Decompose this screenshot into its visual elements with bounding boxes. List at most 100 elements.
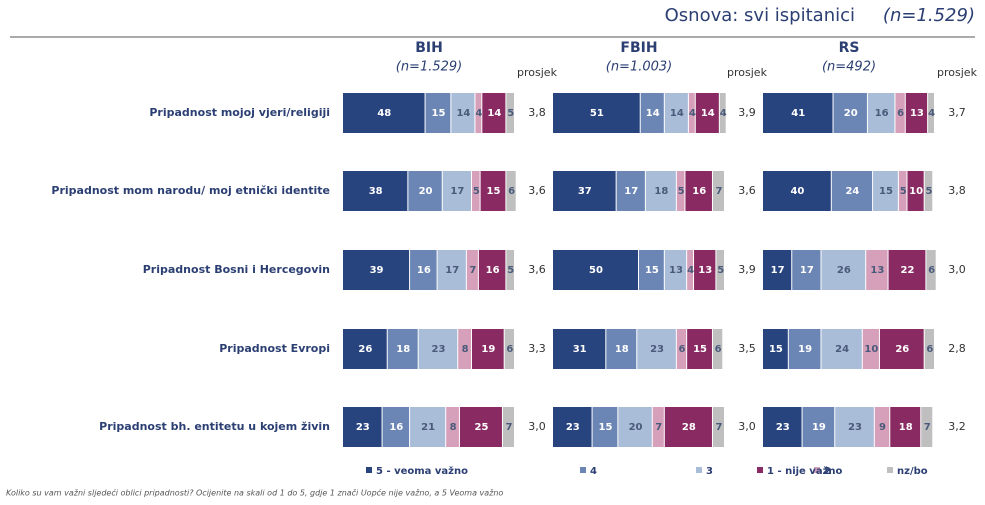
segment-label: 15 (693, 344, 707, 355)
bar-segment (645, 171, 676, 211)
bar-segment (458, 329, 471, 369)
segment-label: 26 (895, 344, 909, 355)
bar-segment (482, 93, 506, 133)
bar-segment (502, 407, 514, 447)
segment-label: 7 (655, 422, 662, 433)
bar-segment (606, 329, 637, 369)
basis-n: (n=1.529) (883, 5, 975, 26)
average-value: 3,6 (528, 184, 546, 197)
segment-label: 15 (879, 186, 893, 197)
segment-label: 10 (909, 186, 923, 197)
segment-label: 31 (573, 344, 587, 355)
segment-label: 19 (798, 344, 812, 355)
bar-segment (687, 250, 694, 290)
segment-label: 18 (396, 344, 410, 355)
segment-label: 14 (701, 108, 715, 119)
category-label: Pripadnost bh. entitetu u kojem živin (99, 420, 330, 433)
panel-title: BIH (415, 40, 443, 56)
segment-label: 14 (646, 108, 660, 119)
bar-segment (763, 171, 831, 211)
legend-swatch (580, 467, 586, 473)
segment-label: 48 (377, 108, 391, 119)
segment-label: 15 (645, 265, 659, 276)
bar-segment (712, 171, 724, 211)
segment-label: 50 (589, 265, 603, 276)
bar-segment (451, 93, 475, 133)
bar-segment (475, 93, 482, 133)
bar-segment (618, 407, 652, 447)
bar-segment (466, 250, 478, 290)
average-header: prosjek (727, 66, 768, 79)
bar-segment (652, 407, 664, 447)
average-value: 3,3 (528, 342, 546, 355)
segment-label: 6 (679, 344, 686, 355)
segment-label: 16 (875, 108, 889, 119)
bar-segment (553, 171, 616, 211)
segment-label: 24 (835, 344, 849, 355)
bar-segment (504, 329, 514, 369)
segment-label: 5 (507, 265, 514, 276)
segment-label: 6 (928, 265, 935, 276)
segment-label: 23 (431, 344, 445, 355)
segment-label: 39 (370, 265, 384, 276)
bar-segment (763, 93, 833, 133)
bar-segment (924, 329, 934, 369)
average-value: 3,9 (738, 263, 756, 276)
segment-label: 23 (566, 422, 580, 433)
bar-segment (694, 250, 716, 290)
bar-segment (343, 407, 382, 447)
bar-segment (480, 171, 506, 211)
bar-segment (821, 250, 866, 290)
average-value: 2,8 (948, 342, 966, 355)
panel-title: RS (839, 40, 860, 56)
segment-label: 18 (615, 344, 629, 355)
legend-swatch (696, 467, 702, 473)
segment-label: 13 (910, 108, 924, 119)
segment-label: 5 (507, 108, 514, 119)
average-value: 3,6 (528, 263, 546, 276)
segment-label: 28 (682, 422, 696, 433)
segment-label: 10 (864, 344, 878, 355)
segment-label: 5 (717, 265, 724, 276)
segment-label: 6 (715, 344, 722, 355)
bar-segment (862, 329, 879, 369)
bar-segment (553, 407, 592, 447)
bar-segment (879, 329, 924, 369)
bar-segment (835, 407, 874, 447)
segment-label: 7 (505, 422, 512, 433)
legend-label: nz/bo (897, 466, 928, 477)
bar-segment (898, 171, 907, 211)
segment-label: 15 (598, 422, 612, 433)
segment-label: 17 (771, 265, 785, 276)
segment-label: 4 (687, 265, 694, 276)
panel-subtitle: (n=492) (822, 60, 876, 75)
category-label: Pripadnost Evropi (219, 342, 330, 355)
average-header: prosjek (517, 66, 558, 79)
average-value: 3,0 (948, 263, 966, 276)
segment-label: 18 (899, 422, 913, 433)
average-value: 3,2 (948, 420, 966, 433)
segment-label: 15 (769, 344, 783, 355)
segment-label: 15 (487, 186, 501, 197)
segment-label: 4 (689, 108, 696, 119)
bar-segment (712, 407, 724, 447)
segment-label: 4 (475, 108, 482, 119)
segment-label: 26 (837, 265, 851, 276)
bar-segment (695, 93, 719, 133)
segment-label: 4 (720, 108, 727, 119)
bar-segment (446, 407, 459, 447)
bar-segment (592, 407, 618, 447)
basis: Osnova: svi ispitanici (665, 5, 855, 26)
segment-label: 23 (776, 422, 790, 433)
segment-label: 13 (870, 265, 884, 276)
bar-segment (472, 329, 504, 369)
bar-segment (873, 171, 898, 211)
bar-segment (506, 93, 514, 133)
bar-segment (410, 407, 446, 447)
segment-label: 7 (924, 422, 931, 433)
bar-segment (905, 93, 928, 133)
bar-segment (688, 93, 695, 133)
segment-label: 24 (845, 186, 859, 197)
segment-label: 5 (678, 186, 685, 197)
segment-label: 17 (800, 265, 814, 276)
